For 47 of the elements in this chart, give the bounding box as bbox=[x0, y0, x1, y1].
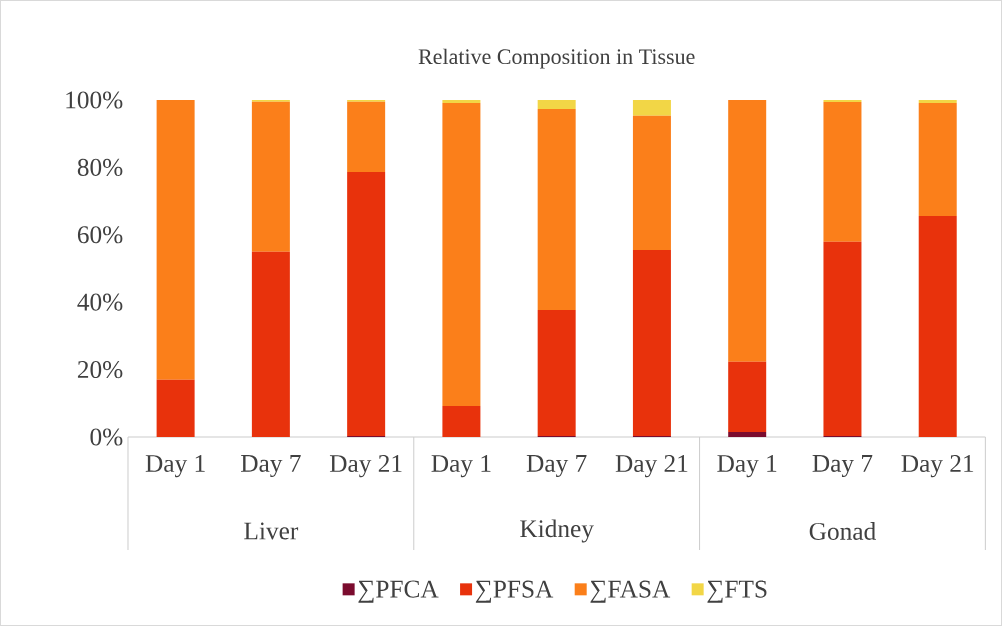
bar bbox=[728, 361, 767, 432]
x-tick-label: Day 7 bbox=[526, 455, 587, 478]
y-tick-label: 0% bbox=[90, 428, 123, 446]
bar bbox=[918, 215, 957, 438]
bar bbox=[918, 103, 957, 216]
x-tick-label: Day 21 bbox=[901, 455, 974, 478]
x-tick-label: Day 1 bbox=[717, 455, 777, 478]
bar bbox=[442, 103, 481, 406]
bar bbox=[442, 406, 481, 438]
bar bbox=[347, 101, 386, 173]
x-tick-label: Day 21 bbox=[329, 455, 402, 478]
bar bbox=[632, 249, 671, 436]
y-tick-label: 60% bbox=[77, 226, 123, 244]
y-tick-label: 80% bbox=[77, 158, 123, 176]
x-tick-label: Day 21 bbox=[615, 455, 688, 478]
legend-label: ∑PFSA bbox=[475, 580, 554, 603]
y-tick-label: 100% bbox=[66, 91, 123, 109]
bar bbox=[632, 99, 671, 116]
y-tick-label: 20% bbox=[77, 361, 123, 379]
bar bbox=[347, 172, 386, 436]
bar bbox=[823, 102, 862, 242]
bar bbox=[823, 241, 862, 436]
legend-label: ∑FTS bbox=[707, 580, 767, 603]
bar bbox=[251, 251, 290, 438]
x-tick-label: Day 7 bbox=[241, 455, 301, 478]
x-tick-label: Day 7 bbox=[812, 455, 873, 478]
x-tick-label: Day 1 bbox=[145, 455, 205, 478]
text: Kidney bbox=[520, 519, 594, 543]
legend-label: ∑FASA bbox=[590, 580, 671, 603]
text: Liver bbox=[244, 522, 299, 540]
bar bbox=[537, 109, 576, 310]
bar bbox=[728, 431, 767, 438]
bar bbox=[918, 99, 957, 104]
legend-label: ∑PFCA bbox=[358, 580, 439, 603]
bar bbox=[537, 309, 576, 436]
bar bbox=[251, 101, 290, 252]
bar bbox=[537, 99, 576, 110]
bar bbox=[156, 99, 195, 380]
x-tick-label: Day 1 bbox=[431, 455, 491, 478]
y-tick-label: 40% bbox=[77, 293, 123, 311]
bar bbox=[632, 115, 671, 250]
text: Gonad bbox=[809, 522, 876, 540]
bar bbox=[156, 379, 195, 438]
bar bbox=[728, 99, 767, 362]
chart-title: Relative Composition in Tissue bbox=[418, 48, 695, 69]
bar bbox=[442, 99, 481, 104]
bar bbox=[823, 99, 862, 103]
